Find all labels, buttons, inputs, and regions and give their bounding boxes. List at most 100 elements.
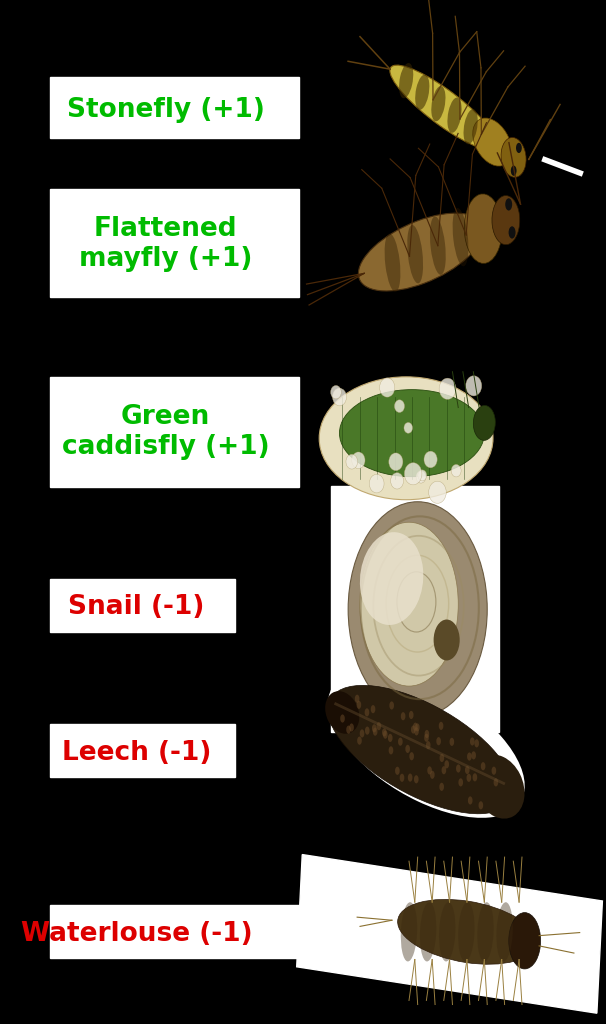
- FancyBboxPatch shape: [50, 77, 299, 138]
- Text: Stonefly (+1): Stonefly (+1): [67, 96, 265, 123]
- Text: Green
caddisfly (+1): Green caddisfly (+1): [62, 404, 270, 460]
- Circle shape: [390, 701, 394, 710]
- Circle shape: [388, 734, 393, 742]
- Ellipse shape: [508, 912, 541, 969]
- Circle shape: [479, 801, 483, 809]
- Circle shape: [373, 727, 378, 735]
- Circle shape: [442, 766, 446, 774]
- Circle shape: [465, 766, 470, 774]
- FancyBboxPatch shape: [50, 905, 305, 958]
- Circle shape: [388, 746, 393, 755]
- Circle shape: [398, 737, 402, 745]
- Circle shape: [473, 773, 477, 781]
- Ellipse shape: [360, 522, 458, 686]
- Ellipse shape: [451, 465, 461, 477]
- Ellipse shape: [352, 452, 365, 469]
- Circle shape: [365, 709, 369, 717]
- FancyBboxPatch shape: [331, 486, 499, 732]
- Ellipse shape: [415, 75, 430, 110]
- Ellipse shape: [395, 399, 405, 413]
- Ellipse shape: [379, 378, 395, 397]
- FancyBboxPatch shape: [50, 724, 235, 777]
- Circle shape: [430, 771, 435, 779]
- Circle shape: [439, 782, 444, 791]
- Circle shape: [427, 766, 432, 774]
- Ellipse shape: [424, 452, 437, 468]
- Text: Leech (-1): Leech (-1): [62, 739, 211, 766]
- Ellipse shape: [358, 213, 484, 291]
- Ellipse shape: [430, 216, 446, 274]
- Ellipse shape: [496, 902, 513, 962]
- Circle shape: [349, 723, 354, 731]
- Circle shape: [401, 712, 405, 720]
- Ellipse shape: [478, 902, 494, 962]
- Ellipse shape: [339, 390, 484, 477]
- Circle shape: [491, 767, 496, 775]
- Circle shape: [413, 723, 418, 731]
- Circle shape: [376, 722, 381, 730]
- Circle shape: [425, 730, 429, 738]
- Ellipse shape: [389, 453, 403, 471]
- Ellipse shape: [325, 691, 359, 734]
- Text: Snail (-1): Snail (-1): [68, 594, 205, 621]
- FancyBboxPatch shape: [50, 189, 299, 297]
- Circle shape: [346, 726, 351, 734]
- Circle shape: [436, 737, 441, 745]
- Ellipse shape: [428, 481, 446, 504]
- Circle shape: [474, 739, 479, 748]
- Ellipse shape: [360, 532, 424, 625]
- Ellipse shape: [466, 376, 482, 396]
- Circle shape: [415, 723, 419, 731]
- Circle shape: [439, 754, 444, 762]
- Ellipse shape: [431, 86, 445, 121]
- Ellipse shape: [398, 899, 536, 965]
- Ellipse shape: [404, 463, 422, 484]
- Circle shape: [414, 775, 419, 783]
- Circle shape: [371, 706, 375, 714]
- Ellipse shape: [453, 208, 468, 266]
- Ellipse shape: [505, 199, 512, 211]
- Ellipse shape: [473, 406, 495, 440]
- Ellipse shape: [348, 502, 487, 717]
- Circle shape: [467, 753, 471, 761]
- FancyBboxPatch shape: [50, 377, 299, 487]
- Circle shape: [409, 753, 414, 761]
- Circle shape: [450, 737, 454, 745]
- Text: Waterlouse (-1): Waterlouse (-1): [21, 921, 253, 947]
- Ellipse shape: [418, 470, 427, 481]
- Ellipse shape: [404, 423, 413, 433]
- Circle shape: [357, 736, 362, 744]
- Circle shape: [467, 774, 471, 782]
- Circle shape: [409, 711, 413, 719]
- Ellipse shape: [319, 377, 493, 500]
- Ellipse shape: [473, 755, 525, 818]
- Ellipse shape: [508, 226, 516, 239]
- Circle shape: [424, 734, 429, 742]
- Ellipse shape: [511, 166, 516, 176]
- Ellipse shape: [346, 455, 358, 469]
- Ellipse shape: [328, 671, 525, 818]
- Ellipse shape: [399, 63, 413, 98]
- Circle shape: [365, 727, 370, 735]
- Circle shape: [383, 730, 388, 738]
- Ellipse shape: [390, 66, 498, 150]
- Ellipse shape: [464, 110, 478, 144]
- Circle shape: [382, 728, 387, 736]
- Ellipse shape: [492, 196, 520, 245]
- Circle shape: [405, 744, 410, 753]
- Ellipse shape: [464, 194, 502, 263]
- Circle shape: [456, 764, 461, 772]
- Ellipse shape: [473, 118, 511, 166]
- Ellipse shape: [434, 620, 460, 660]
- Circle shape: [372, 724, 376, 732]
- Circle shape: [400, 774, 404, 782]
- Circle shape: [458, 778, 463, 786]
- Ellipse shape: [328, 685, 513, 814]
- Ellipse shape: [416, 471, 426, 483]
- Circle shape: [470, 737, 474, 745]
- Ellipse shape: [391, 473, 404, 489]
- Polygon shape: [297, 855, 602, 1013]
- FancyBboxPatch shape: [50, 579, 235, 632]
- Ellipse shape: [333, 388, 347, 406]
- Circle shape: [360, 729, 364, 737]
